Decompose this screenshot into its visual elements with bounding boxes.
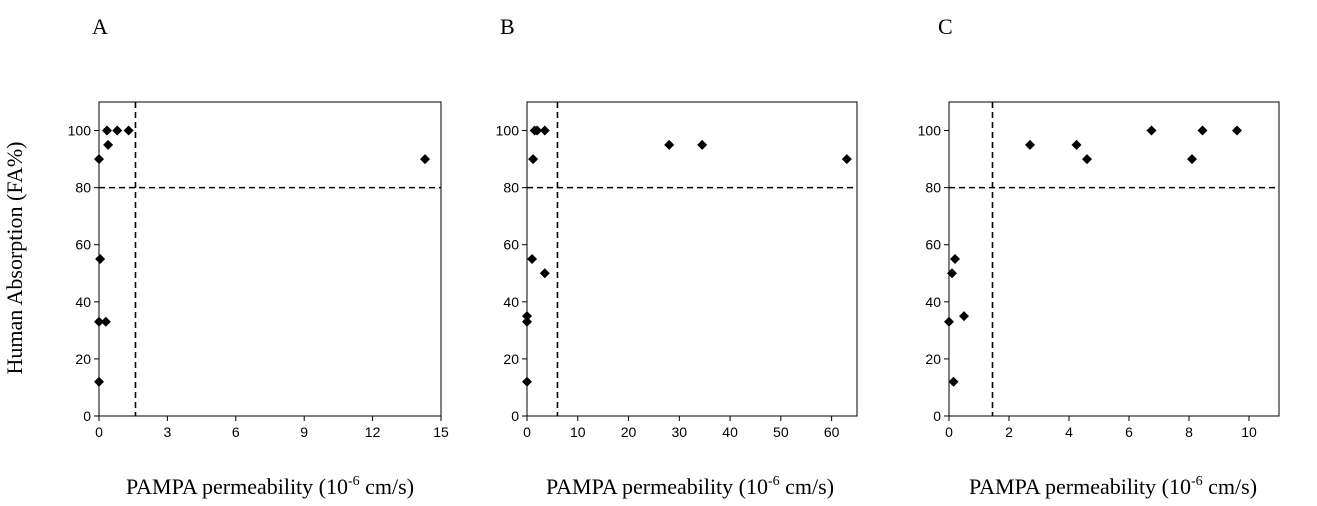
x-tick-label-a: 0 <box>95 424 103 440</box>
x-tick-label-c: 6 <box>1125 424 1133 440</box>
x-tick-label-b: 50 <box>773 424 789 440</box>
data-point-b <box>841 154 852 165</box>
data-point-a <box>420 154 431 165</box>
data-point-b <box>528 154 539 165</box>
y-tick-label-b: 100 <box>496 123 520 139</box>
data-point-a <box>103 139 114 150</box>
panel-letter-a: A <box>92 14 108 39</box>
x-tick-label-b: 0 <box>523 424 531 440</box>
y-tick-label-b: 20 <box>503 351 519 367</box>
data-point-c <box>1232 125 1242 136</box>
x-tick-label-b: 40 <box>722 424 738 440</box>
data-point-a <box>101 125 112 136</box>
y-tick-label-b: 0 <box>511 408 519 424</box>
data-point-c <box>1025 139 1035 150</box>
plot-frame-c <box>948 101 1280 417</box>
y-tick-label-b: 60 <box>503 237 519 253</box>
y-tick-label-c: 40 <box>925 294 941 310</box>
data-point-c <box>1146 125 1157 136</box>
x-axis-label-c: PAMPA permeability (10-6 cm/s) <box>969 474 1257 499</box>
x-tick-label-a: 15 <box>433 424 449 440</box>
data-point-b <box>539 268 550 279</box>
x-tick-label-c: 0 <box>945 424 953 440</box>
y-tick-label-a: 60 <box>75 237 91 253</box>
data-point-a <box>94 154 104 165</box>
y-tick-label-c: 20 <box>925 351 941 367</box>
y-tick-label-c: 100 <box>918 123 942 139</box>
plot-frame-a <box>98 101 442 417</box>
x-tick-label-a: 6 <box>232 424 240 440</box>
data-point-c <box>948 376 959 387</box>
y-tick-label-c: 60 <box>925 237 941 253</box>
data-point-b <box>522 311 532 322</box>
y-tick-label-a: 80 <box>75 180 91 196</box>
data-point-a <box>94 376 104 387</box>
y-tick-label-a: 40 <box>75 294 91 310</box>
x-tick-label-c: 4 <box>1065 424 1073 440</box>
y-tick-label-c: 0 <box>933 408 941 424</box>
y-tick-label-a: 20 <box>75 351 91 367</box>
y-tick-label-b: 40 <box>503 294 519 310</box>
panel-letter-c: C <box>938 14 953 39</box>
data-point-a <box>100 316 111 327</box>
x-tick-label-a: 12 <box>365 424 381 440</box>
y-tick-label-c: 80 <box>925 180 941 196</box>
data-point-b <box>697 139 708 150</box>
data-point-b <box>664 139 675 150</box>
data-point-b <box>532 125 543 136</box>
x-tick-label-b: 20 <box>621 424 637 440</box>
data-point-a <box>123 125 134 136</box>
x-tick-label-a: 3 <box>164 424 172 440</box>
x-axis-label-b: PAMPA permeability (10-6 cm/s) <box>546 474 834 499</box>
data-point-b <box>522 316 532 327</box>
x-tick-label-c: 10 <box>1241 424 1257 440</box>
y-tick-label-b: 80 <box>503 180 519 196</box>
data-point-c <box>944 316 954 327</box>
x-tick-label-a: 9 <box>300 424 308 440</box>
y-tick-label-a: 0 <box>83 408 91 424</box>
data-point-c <box>1187 154 1197 165</box>
data-point-c <box>959 311 969 322</box>
x-tick-label-b: 30 <box>672 424 688 440</box>
panel-letter-b: B <box>500 14 515 39</box>
data-point-b <box>522 376 532 387</box>
plot-frame-b <box>526 101 858 417</box>
data-point-c <box>1071 139 1082 150</box>
data-point-c <box>1082 154 1092 165</box>
data-point-c <box>1197 125 1208 136</box>
data-point-a <box>94 316 104 327</box>
x-tick-label-b: 60 <box>824 424 840 440</box>
data-point-a <box>95 254 106 264</box>
x-tick-label-c: 2 <box>1005 424 1013 440</box>
x-tick-label-b: 10 <box>570 424 586 440</box>
data-point-b <box>539 125 550 136</box>
x-tick-label-c: 8 <box>1185 424 1193 440</box>
y-axis-label: Human Absorption (FA%) <box>2 141 27 374</box>
data-point-c <box>947 268 957 279</box>
data-point-b <box>527 254 538 264</box>
data-point-c <box>950 254 960 264</box>
x-axis-label-a: PAMPA permeability (10-6 cm/s) <box>126 474 414 499</box>
data-point-a <box>112 125 123 136</box>
y-tick-label-a: 100 <box>68 123 92 139</box>
